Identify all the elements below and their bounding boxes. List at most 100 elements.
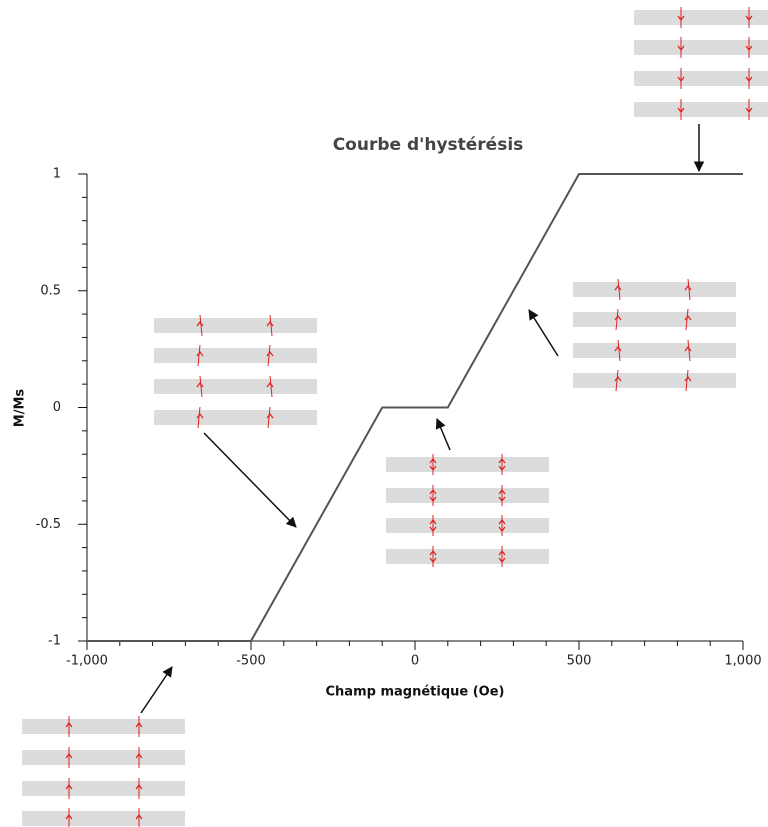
spin-head bbox=[745, 45, 753, 51]
spin-head bbox=[498, 557, 506, 563]
spin bbox=[197, 406, 201, 429]
spin-head bbox=[498, 550, 506, 556]
spin-head bbox=[429, 465, 437, 471]
stripe bbox=[634, 71, 768, 86]
spin-head bbox=[266, 351, 274, 357]
spin-head bbox=[196, 382, 204, 388]
spin-head bbox=[429, 489, 437, 495]
stripe bbox=[22, 719, 185, 734]
stripe bbox=[386, 549, 549, 564]
spin-head bbox=[429, 557, 437, 563]
spin bbox=[269, 314, 273, 337]
spin-head bbox=[614, 285, 622, 291]
stripe bbox=[634, 102, 768, 117]
spin-head bbox=[429, 526, 437, 532]
spin-head bbox=[498, 465, 506, 471]
spin-head bbox=[266, 321, 274, 327]
spin-head bbox=[498, 489, 506, 495]
stripe bbox=[573, 312, 736, 327]
spin bbox=[685, 369, 689, 392]
stripe bbox=[22, 750, 185, 765]
spin bbox=[687, 278, 691, 301]
stripe bbox=[634, 10, 768, 25]
hysteresis-line bbox=[87, 173, 743, 642]
spin-head bbox=[498, 458, 506, 464]
y-tick-label: 0.5 bbox=[40, 283, 61, 298]
spin-head bbox=[135, 784, 143, 790]
spin-head bbox=[745, 76, 753, 82]
x-tick-label: 500 bbox=[567, 654, 592, 669]
spin bbox=[615, 369, 619, 392]
spin bbox=[615, 308, 619, 331]
x-axis-label: Champ magnétique (Oe) bbox=[326, 685, 505, 700]
spin-head bbox=[65, 784, 73, 790]
pointer-arrow bbox=[435, 418, 451, 451]
x-tick-label: 1,000 bbox=[724, 654, 761, 669]
spin-head bbox=[677, 15, 685, 21]
spin-head bbox=[614, 315, 622, 321]
stripe bbox=[154, 410, 317, 425]
spin-head bbox=[266, 382, 274, 388]
spin-head bbox=[684, 315, 692, 321]
y-axis-label: M/Ms bbox=[13, 389, 28, 428]
spin-head bbox=[745, 107, 753, 113]
stripe bbox=[22, 781, 185, 796]
stripe bbox=[573, 343, 736, 358]
y-tick-label: -1 bbox=[48, 634, 61, 649]
spin bbox=[687, 339, 691, 362]
spin-head bbox=[266, 413, 274, 419]
spin-head bbox=[498, 526, 506, 532]
spin-head bbox=[684, 376, 692, 382]
spin-head bbox=[498, 496, 506, 502]
spin bbox=[267, 344, 271, 367]
spin-head bbox=[135, 753, 143, 759]
spin bbox=[197, 344, 201, 367]
spin-head bbox=[745, 15, 753, 21]
spin-head bbox=[196, 413, 204, 419]
pointer-arrow bbox=[528, 309, 559, 357]
spin-head bbox=[429, 496, 437, 502]
spin bbox=[267, 406, 271, 429]
stripe bbox=[386, 518, 549, 533]
spin-head bbox=[429, 550, 437, 556]
stripe bbox=[386, 488, 549, 503]
pointer-arrow bbox=[140, 666, 173, 714]
stripe bbox=[386, 457, 549, 472]
spin-head bbox=[65, 814, 73, 820]
spin bbox=[199, 314, 203, 337]
spin-head bbox=[65, 753, 73, 759]
spin bbox=[685, 308, 689, 331]
chart-title: Courbe d'hystérésis bbox=[333, 135, 524, 155]
y-tick-label: -0.5 bbox=[36, 517, 61, 532]
spin bbox=[617, 278, 621, 301]
x-tick-label: -500 bbox=[236, 654, 266, 669]
y-tick-label: 1 bbox=[53, 167, 61, 182]
spin-head bbox=[677, 76, 685, 82]
stripe bbox=[22, 811, 185, 826]
pointer-arrow bbox=[203, 432, 297, 528]
spin-head bbox=[429, 519, 437, 525]
domain-illustrations bbox=[22, 7, 768, 827]
spin-head bbox=[498, 519, 506, 525]
y-tick-label: 0 bbox=[53, 400, 61, 415]
spin-head bbox=[677, 107, 685, 113]
stripe bbox=[634, 40, 768, 55]
spin-head bbox=[135, 722, 143, 728]
spin-head bbox=[196, 321, 204, 327]
spin-head bbox=[677, 45, 685, 51]
x-tick-label: -1,000 bbox=[66, 654, 108, 669]
stripe bbox=[573, 282, 736, 297]
spin-head bbox=[196, 351, 204, 357]
spin-head bbox=[684, 285, 692, 291]
stripe bbox=[154, 379, 317, 394]
stripe bbox=[154, 348, 317, 363]
stripe bbox=[154, 318, 317, 333]
spin bbox=[199, 375, 203, 398]
spin-head bbox=[614, 346, 622, 352]
spin-head bbox=[135, 814, 143, 820]
spin-head bbox=[614, 376, 622, 382]
x-tick-label: 0 bbox=[411, 654, 419, 669]
spin-head bbox=[684, 346, 692, 352]
stripe bbox=[573, 373, 736, 388]
